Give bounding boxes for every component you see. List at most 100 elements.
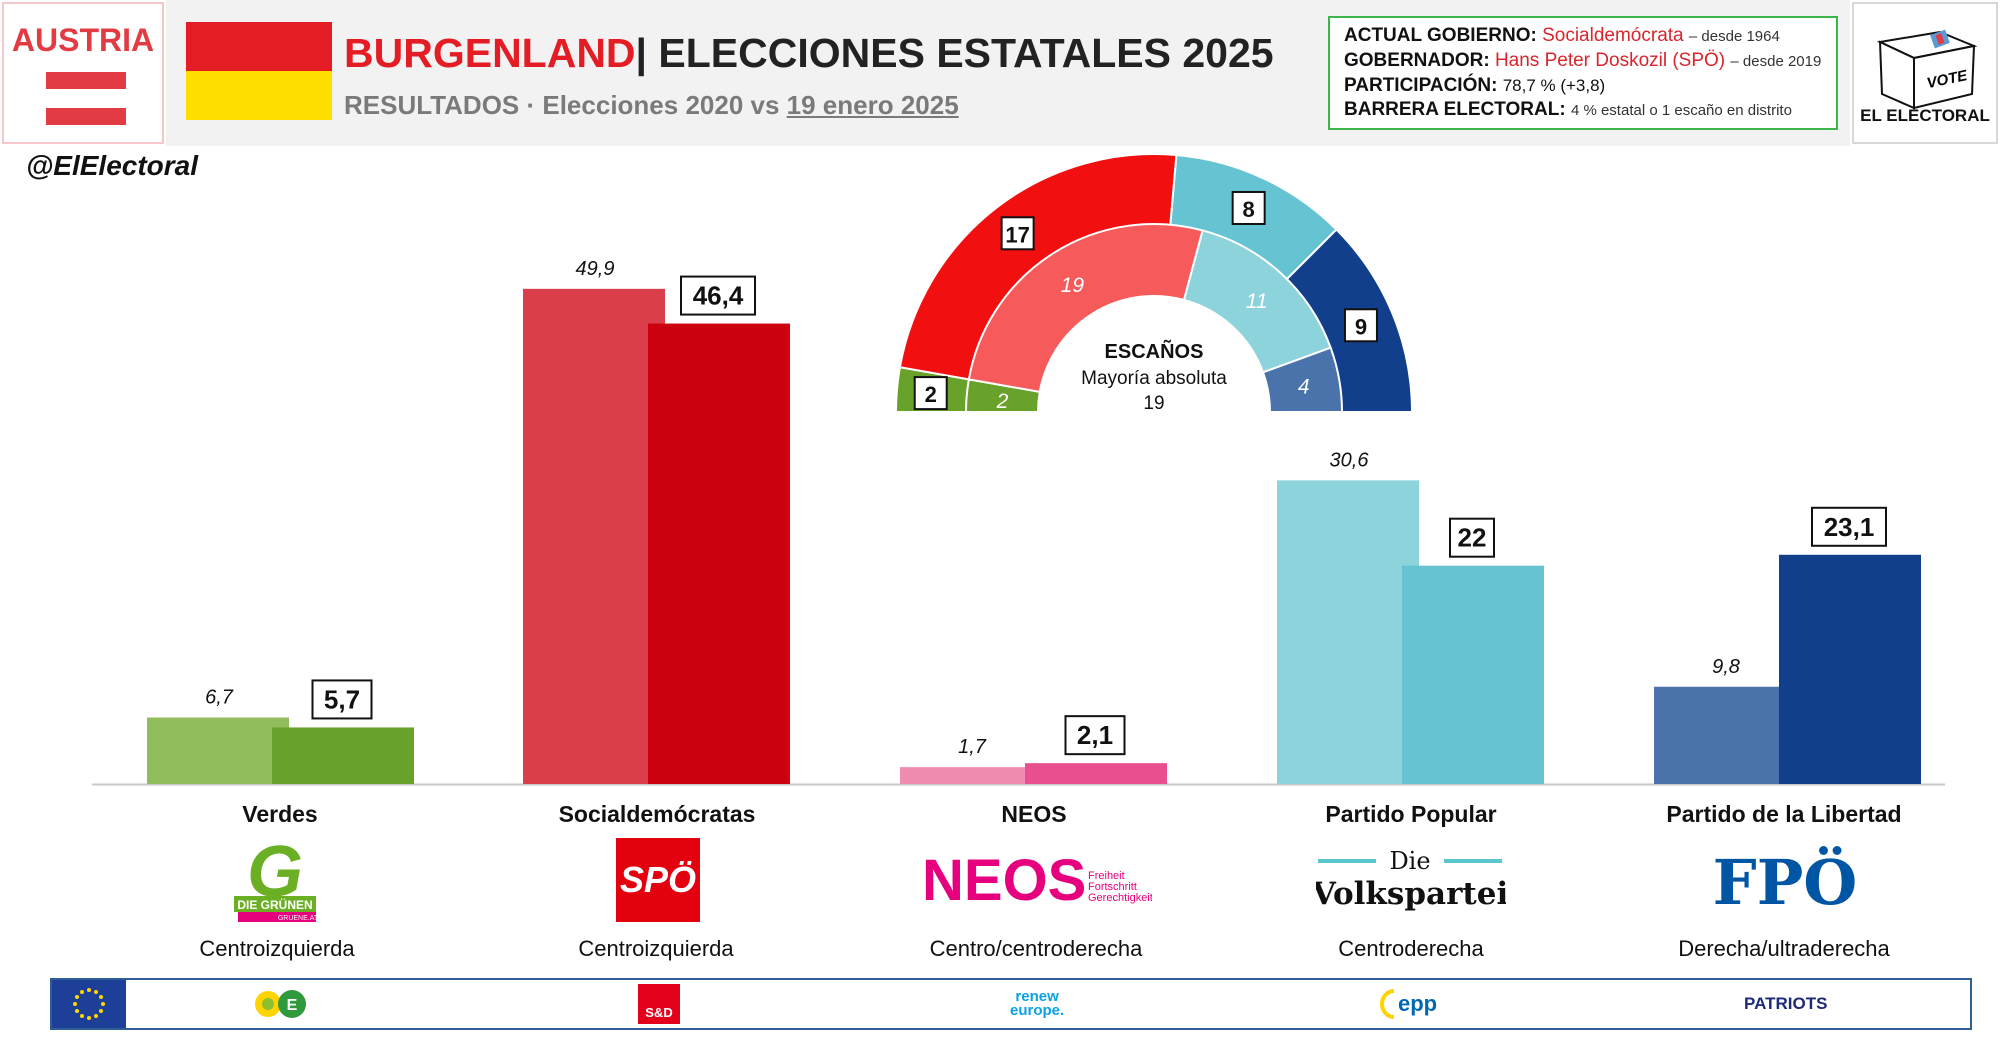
logo-fpo: FPÖ [1713, 846, 1858, 914]
seat-label-box-2025-0 [913, 376, 948, 411]
logo-ovp-main: Volkspartei [1316, 876, 1506, 912]
region-name: BURGENLAND [344, 30, 636, 76]
logo-spo: SPÖ [616, 838, 700, 922]
logo-neos-tag1: Freiheit [1088, 870, 1125, 882]
info-governor-value: Hans Peter Doskozil (SPÖ) [1494, 50, 1726, 71]
seat-label-2020-2: 11 [1246, 290, 1268, 313]
party-name-neos: NEOS [1001, 801, 1067, 827]
bar-label-box-2025-4 [1811, 506, 1887, 547]
bar-label-2025-4: 23,1 [1824, 512, 1875, 542]
logo-neos-text: NEOS [922, 852, 1086, 908]
bar-2025-2 [1025, 763, 1167, 784]
bar-label-box-2025-0 [311, 679, 373, 720]
austria-flag-stripe-bottom [46, 108, 126, 125]
bar-2020-3 [1277, 480, 1419, 784]
seats-majority-label: Mayoría absoluta [1081, 368, 1227, 389]
bar-2020-4 [1654, 686, 1796, 784]
seat-label-2020-3: 4 [1298, 376, 1310, 399]
country-name: AUSTRIA [11, 22, 155, 58]
seat-arc-2020-1 [967, 223, 1204, 394]
bar-label-2025-0: 5,7 [324, 684, 360, 714]
info-turnout-label: PARTICIPACIÓN: [1344, 75, 1498, 96]
seat-label-box-2025-3 [1343, 308, 1378, 343]
seat-label-box-2025-1 [1000, 216, 1035, 251]
ideology-ovp: Centroderecha [1338, 936, 1484, 961]
bar-2025-0 [272, 727, 414, 784]
seats-majority-value: 19 [1143, 393, 1164, 414]
logo-verdes-url: GRUENE.AT [278, 915, 319, 922]
greens-efa-logo: E [248, 980, 314, 1028]
seat-label-2025-0: 2 [925, 382, 937, 407]
renew-text: renew [1015, 988, 1059, 1005]
europe-text: europe. [1010, 1002, 1065, 1019]
patriots-text: PATRIOTS [1744, 994, 1828, 1013]
ideology-fpo: Derecha/ultraderecha [1678, 936, 1890, 961]
subtitle-middle: · Elecciones 2020 vs [519, 90, 787, 120]
info-gov-value: Socialdemócrata [1542, 25, 1684, 46]
seat-label-2025-3: 9 [1355, 314, 1367, 339]
party-name-ovp: Partido Popular [1325, 801, 1497, 827]
renew-europe-logo: renew europe. [1010, 980, 1064, 1028]
country-badge: AUSTRIA [2, 2, 164, 144]
logo-spo-text: SPÖ [619, 859, 697, 900]
info-turnout-value: 78,7 % (+3,8) [1502, 76, 1606, 95]
subtitle-prefix: RESULTADOS [344, 90, 520, 120]
epp-logo: epp [1380, 980, 1437, 1028]
seat-label-2020-0: 2 [996, 390, 1009, 413]
logo-verdes-band: DIE GRÜNEN [237, 897, 312, 912]
logo-neos: NEOS Freiheit Fortschritt Gerechtigkeit [922, 852, 1152, 908]
el-electoral-logo: VOTE EL ELECTORAL [1852, 2, 1998, 144]
bar-label-box-2025-2 [1064, 715, 1126, 756]
bar-label-2020-4: 9,8 [1712, 656, 1740, 678]
bar-2025-4 [1779, 554, 1921, 784]
burgenland-flag [186, 22, 332, 120]
bar-label-2025-2: 2,1 [1077, 720, 1113, 750]
bar-label-2020-1: 49,9 [576, 258, 615, 280]
seats-title: ESCAÑOS [1105, 340, 1204, 363]
ideology-neos: Centro/centroderecha [929, 936, 1143, 961]
seat-label-2025-2: 8 [1243, 197, 1255, 222]
party-name-fpo: Partido de la Libertad [1666, 801, 1902, 827]
info-governor-since: – desde 2019 [1730, 53, 1822, 70]
info-governor: GOBERNADOR: Hans Peter Doskozil (SPÖ) – … [1344, 49, 1822, 74]
party-name-spo: Socialdemócratas [558, 801, 756, 827]
logo-ovp-die: Die [1389, 847, 1430, 875]
seat-label-box-2025-2 [1231, 190, 1266, 225]
title-text: | ELECCIONES ESTATALES 2025 [635, 30, 1274, 76]
info-box: ACTUAL GOBIERNO: Socialdemócrata – desde… [1328, 16, 1838, 130]
page-subtitle: RESULTADOS · Elecciones 2020 vs 19 enero… [344, 90, 959, 121]
logo-neos-tag3: Gerechtigkeit [1088, 892, 1152, 904]
bar-2025-1 [648, 323, 790, 784]
bar-2020-2 [900, 767, 1042, 784]
page-title: BURGENLAND| ELECCIONES ESTATALES 2025 [344, 30, 1274, 77]
info-gov-since: – desde 1964 [1688, 28, 1780, 45]
info-threshold-label: BARRERA ELECTORAL: [1344, 99, 1566, 120]
ballot-box-icon: VOTE [1876, 29, 1978, 110]
bar-2020-0 [147, 717, 289, 784]
info-turnout: PARTICIPACIÓN: 78,7 % (+3,8) [1344, 74, 1822, 98]
eu-flag-icon [52, 980, 126, 1028]
bar-label-box-2025-3 [1449, 517, 1495, 558]
info-threshold: BARRERA ELECTORAL: 4 % estatal o 1 escañ… [1344, 98, 1822, 123]
patriots-logo: PATRIOTS [1744, 980, 1827, 1028]
ideology-spo: Centroizquierda [578, 936, 734, 961]
bar-label-2025-3: 22 [1458, 523, 1487, 553]
s-and-d-text: S&D [638, 984, 680, 1024]
seat-label-2025-1: 17 [1005, 222, 1029, 247]
epp-text: epp [1398, 991, 1438, 1016]
info-threshold-value: 4 % estatal o 1 escaño en distrito [1570, 102, 1792, 119]
eu-groups-bar: E S&D renew europe. epp PATRIOTS [50, 978, 1972, 1030]
info-government: ACTUAL GOBIERNO: Socialdemócrata – desde… [1344, 24, 1822, 49]
logo-neos-tag2: Fortschritt [1088, 881, 1137, 893]
info-governor-label: GOBERNADOR: [1344, 50, 1490, 71]
subtitle-date: 19 enero 2025 [786, 90, 959, 120]
bar-2025-3 [1402, 565, 1544, 784]
logo-volkspartei: Die Volkspartei [1316, 847, 1506, 912]
bar-label-box-2025-1 [680, 275, 756, 316]
s-and-d-logo: S&D [638, 980, 680, 1028]
austria-flag-stripe-top [46, 72, 126, 89]
party-name-verdes: Verdes [242, 801, 318, 827]
bar-label-2020-0: 6,7 [205, 687, 234, 709]
twitter-handle: @ElElectoral [26, 150, 199, 181]
